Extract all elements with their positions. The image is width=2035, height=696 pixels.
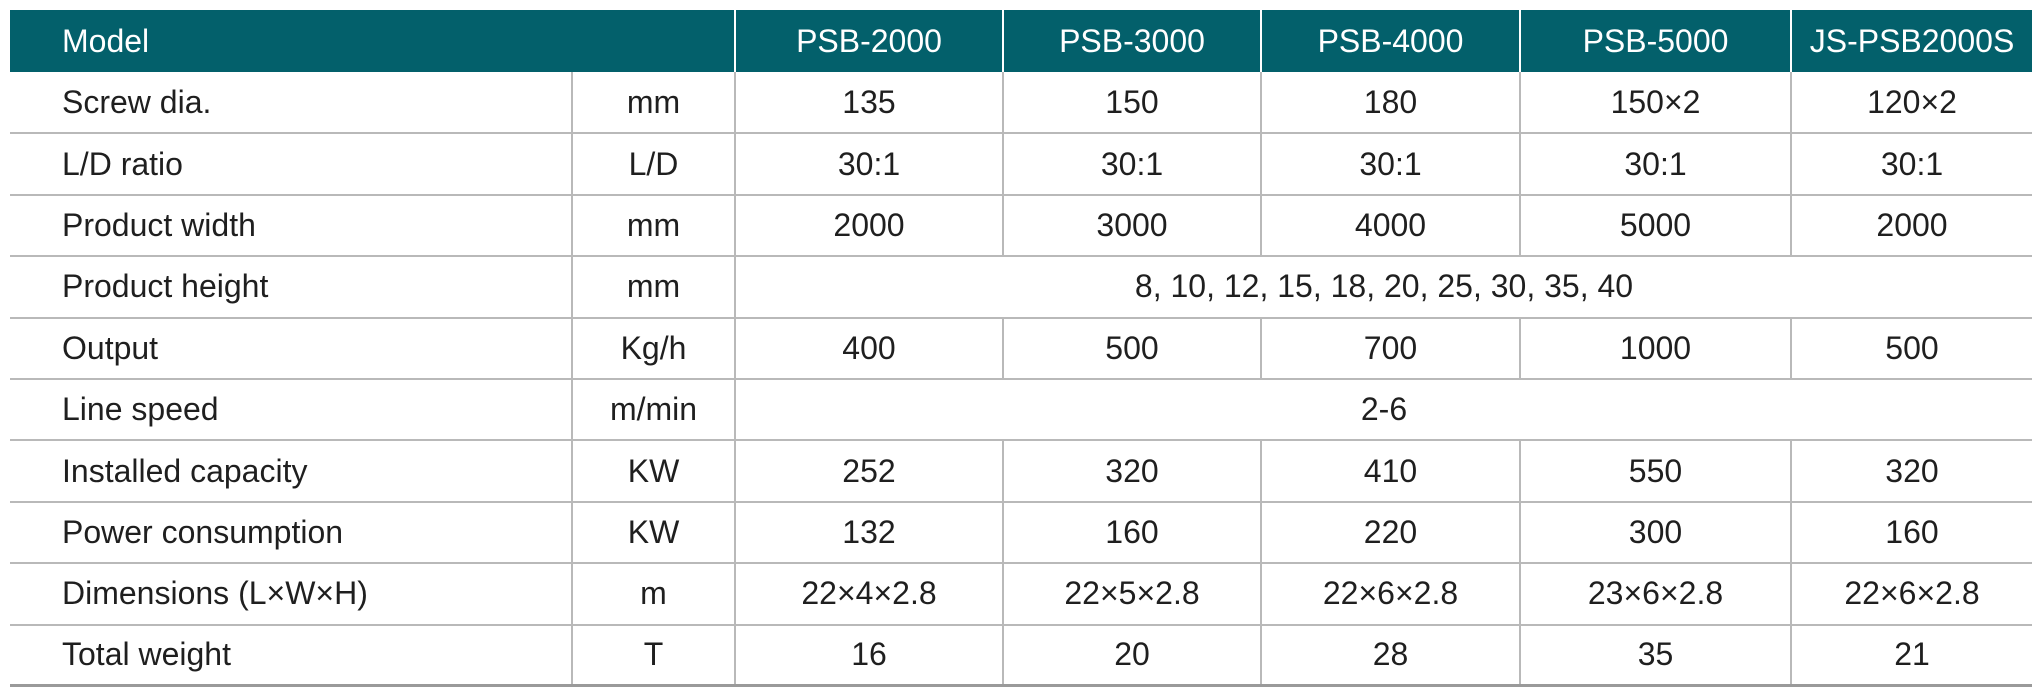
unit-cell: m xyxy=(571,563,735,626)
value-cell: 30:1 xyxy=(1790,133,2032,196)
table-row: Product height mm 8, 10, 12, 15, 18, 20,… xyxy=(10,256,2032,319)
unit-cell: T xyxy=(571,624,735,688)
value-cell: 320 xyxy=(1002,440,1261,503)
value-cell: 4000 xyxy=(1260,194,1520,258)
value-cell: 700 xyxy=(1260,317,1520,380)
header-row: Model PSB-2000 PSB-3000 PSB-4000 PSB-500… xyxy=(10,10,2032,72)
unit-cell: Kg/h xyxy=(571,317,735,380)
model-header-label: Model xyxy=(10,10,735,72)
value-cell: 23×6×2.8 xyxy=(1519,563,1791,626)
param-label: Product height xyxy=(10,256,572,319)
param-label: Installed capacity xyxy=(10,440,572,503)
value-cell: 22×6×2.8 xyxy=(1260,563,1520,626)
unit-cell: m/min xyxy=(571,378,735,442)
value-cell: 1000 xyxy=(1519,317,1791,380)
table-row: Dimensions (L×W×H) m 22×4×2.8 22×5×2.8 2… xyxy=(10,563,2032,626)
model-header-js-psb2000s: JS-PSB2000S xyxy=(1790,10,2032,72)
value-cell: 132 xyxy=(734,501,1003,565)
table-row: Total weight T 16 20 28 35 21 xyxy=(10,624,2032,688)
table-body: Screw dia. mm 135 150 180 150×2 120×2 L/… xyxy=(10,72,2032,688)
value-cell: 22×4×2.8 xyxy=(734,563,1003,626)
unit-cell: L/D xyxy=(571,133,735,196)
table-row: Installed capacity KW 252 320 410 550 32… xyxy=(10,440,2032,503)
value-cell: 120×2 xyxy=(1790,72,2032,135)
value-cell: 2000 xyxy=(1790,194,2032,258)
table-row: Screw dia. mm 135 150 180 150×2 120×2 xyxy=(10,72,2032,135)
param-label: Output xyxy=(10,317,572,380)
value-cell: 252 xyxy=(734,440,1003,503)
param-label: Product width xyxy=(10,194,572,258)
value-cell: 320 xyxy=(1790,440,2032,503)
model-header-psb-2000: PSB-2000 xyxy=(734,10,1003,72)
merged-value-cell: 8, 10, 12, 15, 18, 20, 25, 30, 35, 40 xyxy=(734,256,2032,319)
param-label: Line speed xyxy=(10,378,572,442)
model-header-psb-3000: PSB-3000 xyxy=(1002,10,1261,72)
model-header-psb-4000: PSB-4000 xyxy=(1260,10,1520,72)
value-cell: 30:1 xyxy=(1002,133,1261,196)
table-row: Output Kg/h 400 500 700 1000 500 xyxy=(10,317,2032,380)
value-cell: 30:1 xyxy=(1260,133,1520,196)
value-cell: 160 xyxy=(1790,501,2032,565)
value-cell: 2000 xyxy=(734,194,1003,258)
value-cell: 30:1 xyxy=(1519,133,1791,196)
table-row: Product width mm 2000 3000 4000 5000 200… xyxy=(10,194,2032,258)
value-cell: 135 xyxy=(734,72,1003,135)
value-cell: 220 xyxy=(1260,501,1520,565)
param-label: Dimensions (L×W×H) xyxy=(10,563,572,626)
value-cell: 22×6×2.8 xyxy=(1790,563,2032,626)
value-cell: 150×2 xyxy=(1519,72,1791,135)
value-cell: 21 xyxy=(1790,624,2032,688)
unit-cell: mm xyxy=(571,72,735,135)
value-cell: 35 xyxy=(1519,624,1791,688)
value-cell: 20 xyxy=(1002,624,1261,688)
value-cell: 30:1 xyxy=(734,133,1003,196)
merged-value-cell: 2-6 xyxy=(734,378,2032,442)
table-row: Line speed m/min 2-6 xyxy=(10,378,2032,442)
unit-cell: KW xyxy=(571,501,735,565)
unit-cell: mm xyxy=(571,256,735,319)
param-label: L/D ratio xyxy=(10,133,572,196)
spec-table: Model PSB-2000 PSB-3000 PSB-4000 PSB-500… xyxy=(10,10,2032,688)
value-cell: 400 xyxy=(734,317,1003,380)
value-cell: 180 xyxy=(1260,72,1520,135)
value-cell: 300 xyxy=(1519,501,1791,565)
value-cell: 160 xyxy=(1002,501,1261,565)
value-cell: 22×5×2.8 xyxy=(1002,563,1261,626)
unit-cell: mm xyxy=(571,194,735,258)
param-label: Power consumption xyxy=(10,501,572,565)
table-header: Model PSB-2000 PSB-3000 PSB-4000 PSB-500… xyxy=(10,10,2032,72)
value-cell: 500 xyxy=(1002,317,1261,380)
value-cell: 5000 xyxy=(1519,194,1791,258)
value-cell: 550 xyxy=(1519,440,1791,503)
model-header-psb-5000: PSB-5000 xyxy=(1519,10,1791,72)
value-cell: 28 xyxy=(1260,624,1520,688)
param-label: Total weight xyxy=(10,624,572,688)
value-cell: 3000 xyxy=(1002,194,1261,258)
value-cell: 410 xyxy=(1260,440,1520,503)
table-row: Power consumption KW 132 160 220 300 160 xyxy=(10,501,2032,565)
param-label: Screw dia. xyxy=(10,72,572,135)
value-cell: 16 xyxy=(734,624,1003,688)
table-row: L/D ratio L/D 30:1 30:1 30:1 30:1 30:1 xyxy=(10,133,2032,196)
value-cell: 500 xyxy=(1790,317,2032,380)
unit-cell: KW xyxy=(571,440,735,503)
value-cell: 150 xyxy=(1002,72,1261,135)
